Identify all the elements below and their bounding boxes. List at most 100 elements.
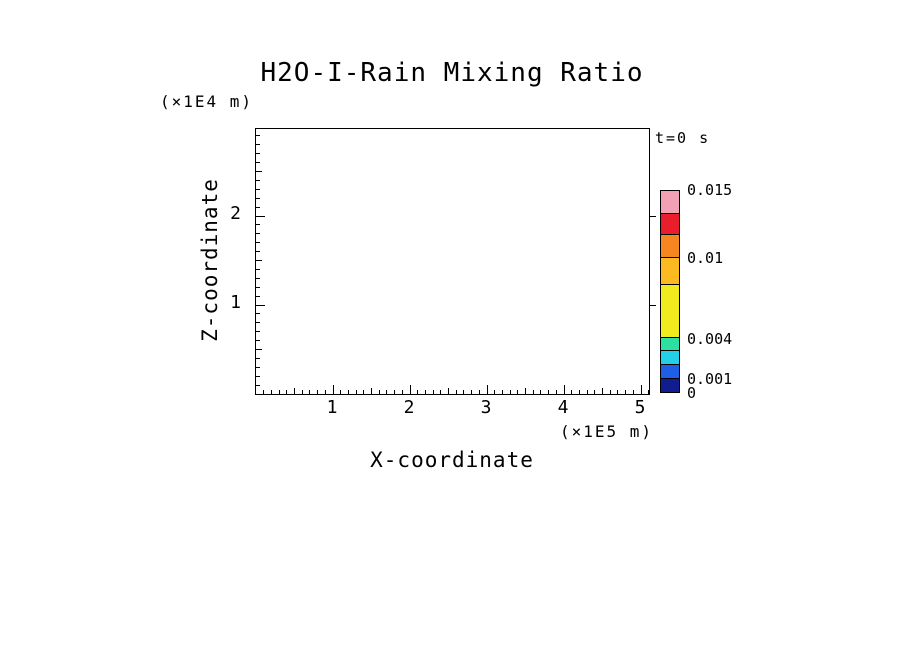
x-minor-tick <box>501 390 503 394</box>
time-annotation: t=0 s <box>655 129 711 147</box>
x-minor-tick <box>371 388 372 394</box>
x-minor-tick <box>540 390 542 394</box>
colorbar-segment <box>661 364 679 379</box>
y-minor-tick <box>256 349 262 350</box>
plot-area <box>255 128 656 395</box>
x-minor-tick <box>424 390 426 394</box>
y-minor-tick <box>256 340 260 342</box>
y-minor-tick <box>256 242 260 244</box>
x-minor-tick <box>324 390 326 394</box>
x-minor-tick <box>278 390 280 394</box>
y-minor-tick <box>256 286 260 288</box>
x-minor-tick <box>625 390 627 394</box>
colorbar-tick-label: 0 <box>687 384 697 402</box>
x-minor-tick <box>448 388 449 394</box>
x-minor-tick <box>401 390 403 394</box>
colorbar-segment <box>661 191 679 213</box>
x-major-tick <box>332 385 334 394</box>
colorbar-segment <box>661 378 679 392</box>
colorbar-segment <box>661 336 679 351</box>
x-minor-tick <box>309 390 311 394</box>
x-minor-tick <box>432 390 434 394</box>
y-minor-tick <box>256 331 260 333</box>
x-minor-tick <box>494 390 496 394</box>
x-minor-tick <box>648 390 650 394</box>
x-minor-tick <box>440 390 442 394</box>
x-minor-tick <box>455 390 457 394</box>
x-minor-tick <box>555 390 557 394</box>
x-major-tick <box>409 385 411 394</box>
x-minor-tick <box>386 390 388 394</box>
x-tick-label: 1 <box>326 397 338 418</box>
x-minor-tick <box>294 388 295 394</box>
x-minor-tick <box>578 390 580 394</box>
y-major-tick <box>256 215 265 217</box>
x-minor-tick <box>270 390 272 394</box>
y-minor-tick <box>256 197 260 199</box>
x-minor-tick <box>517 390 519 394</box>
x-minor-tick <box>347 390 349 394</box>
x-minor-tick <box>471 390 473 394</box>
colorbar-tick-label: 0.015 <box>687 181 733 199</box>
x-minor-tick <box>340 390 342 394</box>
x-axis-units-label: (×1E5 m) <box>560 422 654 441</box>
y-minor-tick <box>256 384 260 386</box>
y-minor-tick <box>256 162 260 164</box>
x-minor-tick <box>586 390 588 394</box>
y-minor-tick <box>256 206 260 208</box>
x-minor-tick <box>317 390 319 394</box>
x-major-tick <box>563 385 565 394</box>
x-minor-tick <box>363 390 365 394</box>
x-minor-tick <box>463 390 465 394</box>
y-minor-tick <box>256 135 260 137</box>
chart-title: H2O-I-Rain Mixing Ratio <box>260 58 644 88</box>
y-minor-tick <box>256 295 260 297</box>
x-minor-tick <box>571 390 573 394</box>
x-minor-tick <box>478 390 480 394</box>
y-right-major-tick <box>650 304 656 306</box>
colorbar-segment <box>661 212 679 235</box>
colorbar-tick-label: 0.004 <box>687 329 733 348</box>
x-tick-label: 5 <box>634 397 646 418</box>
colorbar-segment <box>661 350 679 365</box>
x-minor-tick <box>602 388 603 394</box>
y-minor-tick <box>256 171 262 172</box>
x-minor-tick <box>532 390 534 394</box>
y-tick-label: 2 <box>230 203 241 224</box>
y-tick-label: 1 <box>230 292 241 313</box>
y-minor-tick <box>256 313 260 315</box>
x-minor-tick <box>417 390 419 394</box>
y-minor-tick <box>256 357 260 359</box>
y-minor-tick <box>256 366 260 368</box>
y-minor-tick <box>256 233 260 235</box>
y-minor-tick <box>256 268 260 270</box>
y-axis-units-label: (×1E4 m) <box>160 92 254 111</box>
colorbar-segment <box>661 234 679 258</box>
x-minor-tick <box>609 390 611 394</box>
x-minor-tick <box>617 390 619 394</box>
colorbar-segment <box>661 257 679 285</box>
x-minor-tick <box>301 390 303 394</box>
y-minor-tick <box>256 188 260 190</box>
x-minor-tick <box>394 390 396 394</box>
y-axis-title: Z-coordinate <box>198 178 222 342</box>
x-minor-tick <box>509 390 511 394</box>
x-minor-tick <box>286 390 288 394</box>
x-minor-tick <box>632 390 634 394</box>
x-minor-tick <box>355 390 357 394</box>
colorbar-tick-label: 0.001 <box>687 370 733 389</box>
x-minor-tick <box>263 390 265 394</box>
x-minor-tick <box>548 390 550 394</box>
y-minor-tick <box>256 224 260 226</box>
y-right-major-tick <box>650 215 656 217</box>
x-major-tick <box>640 385 642 394</box>
x-minor-tick <box>594 390 596 394</box>
x-minor-tick <box>525 388 526 394</box>
x-tick-label: 3 <box>480 397 492 418</box>
colorbar-segment <box>661 284 679 337</box>
colorbar <box>660 190 680 393</box>
x-tick-label: 4 <box>557 397 569 418</box>
x-major-tick <box>486 385 488 394</box>
y-minor-tick <box>256 260 262 261</box>
